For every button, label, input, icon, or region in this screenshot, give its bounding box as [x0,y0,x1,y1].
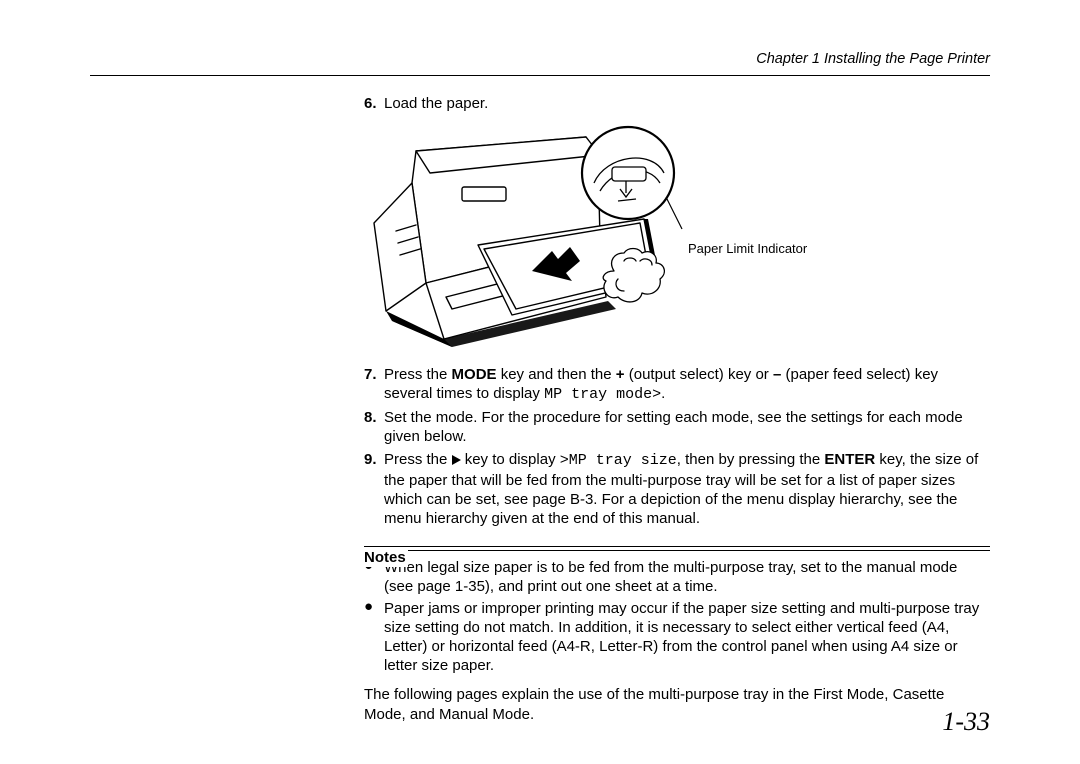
text: Press the [384,451,452,468]
note-text: When legal size paper is to be fed from … [384,558,990,596]
trailing-paragraph: The following pages explain the use of t… [364,685,990,723]
step-body: Press the MODE key and then the + (outpu… [384,365,990,404]
right-arrow-icon [452,455,461,465]
key-mode: MODE [452,366,497,383]
text: (output select) key or [625,366,773,383]
text: . [661,385,665,402]
note-item: ● Paper jams or improper printing may oc… [364,599,990,676]
key-plus: + [616,366,625,383]
step-number: 7. [364,365,384,404]
display-text: >MP tray size [560,452,677,469]
figure-load-paper: Paper Limit Indicator [364,117,990,355]
page-number: 1-33 [942,705,990,738]
notes-block: Notes [364,546,990,552]
step-9: 9. Press the key to display >MP tray siz… [364,450,990,528]
step-7: 7. Press the MODE key and then the + (ou… [364,365,990,404]
notes-double-rule [364,546,990,552]
key-enter: ENTER [824,451,875,468]
step-body: Press the key to display >MP tray size, … [384,450,990,528]
bullet-icon: ● [364,599,384,676]
step-number: 9. [364,450,384,528]
chapter-header: Chapter 1 Installing the Page Printer [90,50,990,69]
manual-page: Chapter 1 Installing the Page Printer 6.… [0,0,1080,764]
text: Press the [384,366,452,383]
header-rule [90,75,990,76]
text: key and then the [497,366,616,383]
step-8: 8. Set the mode. For the procedure for s… [364,408,990,446]
display-text: MP tray mode> [544,386,661,403]
content-column: 6. Load the paper. [90,94,990,724]
step-number: 8. [364,408,384,446]
text: , then by pressing the [677,451,825,468]
text: key to display [461,451,560,468]
figure-label-paper-limit: Paper Limit Indicator [688,241,807,258]
note-item: ● When legal size paper is to be fed fro… [364,558,990,596]
notes-list: ● When legal size paper is to be fed fro… [364,558,990,675]
note-text: Paper jams or improper printing may occu… [384,599,990,676]
printer-illustration [356,111,696,355]
step-body: Set the mode. For the procedure for sett… [384,408,990,446]
notes-heading: Notes [364,548,408,567]
